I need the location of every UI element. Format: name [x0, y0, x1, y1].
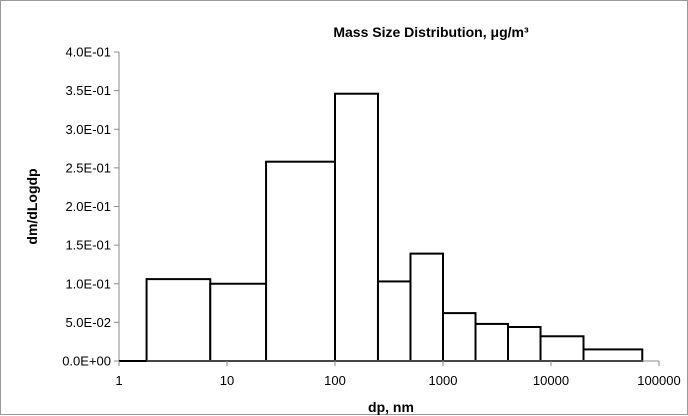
y-axis-ticks: 0.0E+00 5.0E-02 1.0E-01 1.5E-01 2.0E-01 2.5E-…: [62, 45, 119, 369]
y-tick-label: 3.5E-01: [65, 83, 111, 98]
histogram-bar-3: [334, 92, 379, 362]
histogram-bar-2: [265, 160, 337, 362]
y-tick-label: 4.0E-01: [65, 45, 111, 60]
chart-title: Mass Size Distribution, μg/m³: [333, 24, 529, 40]
histogram-bar-4: [376, 280, 412, 362]
histogram-bar-0: [145, 278, 212, 362]
x-tick-label: 100000: [637, 373, 680, 388]
histogram-bar-6: [442, 312, 477, 363]
y-tick-label: 3.0E-01: [65, 122, 111, 137]
x-tick-label: 100: [324, 373, 346, 388]
x-tick-label: 10: [220, 373, 234, 388]
y-tick-label: 2.5E-01: [65, 160, 111, 175]
x-tick-label: 1: [115, 373, 122, 388]
histogram-bar-7: [474, 322, 510, 363]
y-tick-label: 5.0E-02: [65, 315, 111, 330]
histogram-bar-5: [409, 252, 445, 362]
histogram-bars: [145, 92, 644, 363]
histogram-bar-9: [539, 335, 585, 362]
y-tick-label: 2.0E-01: [65, 199, 111, 214]
x-axis-title: dp, nm: [368, 399, 414, 415]
y-axis-title: dm/dLogdp: [24, 168, 40, 244]
histogram-bar-8: [507, 326, 542, 363]
y-tick-label: 0.0E+00: [62, 354, 111, 369]
histogram-bar-1: [209, 282, 268, 362]
x-tick-label: 10000: [533, 373, 569, 388]
histogram-bar-10: [582, 348, 644, 363]
x-tick-label: 1000: [429, 373, 458, 388]
x-axis-ticks: 1 10 100 1000 10000 100000: [115, 361, 681, 388]
y-tick-label: 1.0E-01: [65, 276, 111, 291]
y-tick-label: 1.5E-01: [65, 238, 111, 253]
